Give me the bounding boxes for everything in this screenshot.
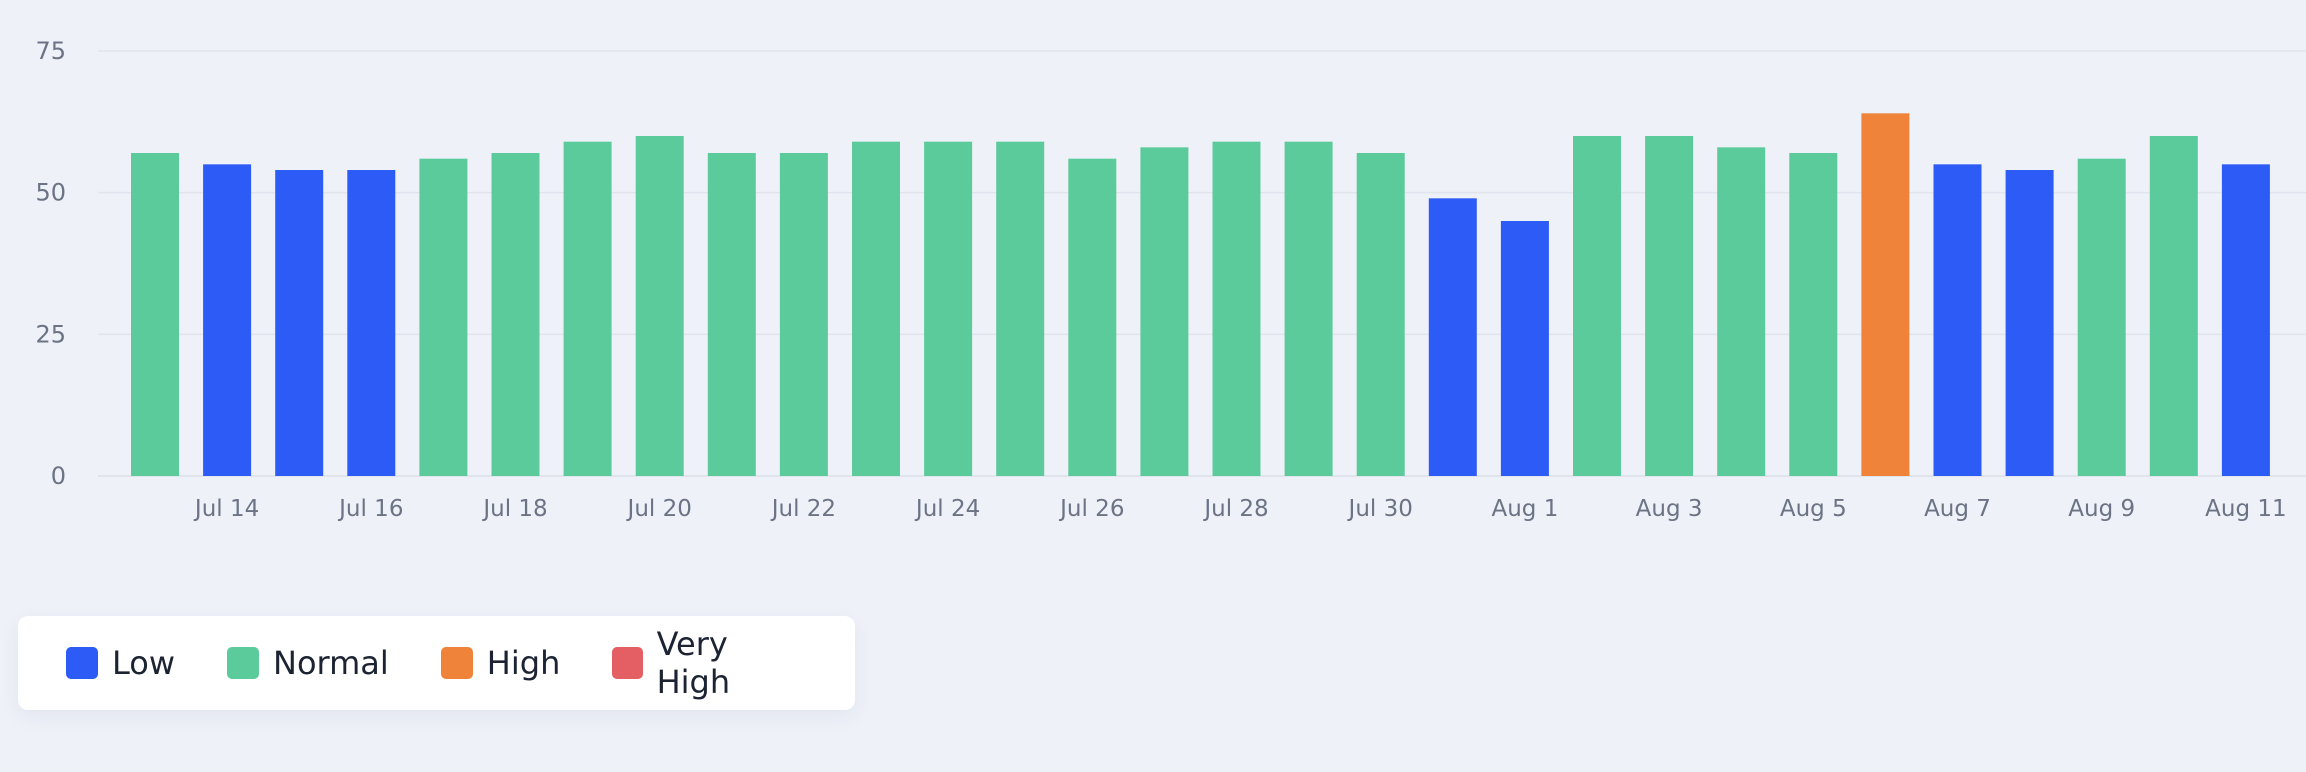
legend-label-normal: Normal bbox=[273, 644, 389, 682]
bar-aug-3[interactable] bbox=[1645, 136, 1694, 476]
bar-jul-22[interactable] bbox=[779, 153, 828, 476]
legend-swatch-high bbox=[440, 647, 473, 679]
bar-jul-30[interactable] bbox=[1356, 153, 1405, 476]
legend-swatch-very-high bbox=[612, 647, 643, 679]
x-tick-label: Aug 5 bbox=[1780, 496, 1847, 522]
x-tick-label: Aug 9 bbox=[2068, 496, 2135, 522]
y-tick-label: 50 bbox=[35, 179, 66, 207]
y-axis: 0 25 50 75 bbox=[35, 37, 66, 490]
bar-aug-9[interactable] bbox=[2077, 158, 2126, 476]
y-tick-label: 25 bbox=[35, 320, 66, 348]
x-tick-label: Jul 14 bbox=[193, 496, 259, 522]
legend-item-very-high[interactable]: Very High bbox=[612, 625, 803, 701]
x-tick-label: Jul 18 bbox=[481, 496, 547, 522]
x-tick-label: Jul 24 bbox=[914, 496, 980, 522]
legend-label-very-high: Very High bbox=[656, 625, 731, 701]
bar-jul-26[interactable] bbox=[1068, 158, 1117, 476]
legend-label-high: High bbox=[486, 644, 561, 682]
legend-item-high[interactable]: High bbox=[440, 644, 561, 682]
bar-aug-10[interactable] bbox=[2149, 136, 2198, 476]
x-tick-label: Jul 16 bbox=[337, 496, 403, 522]
bar-jul-13[interactable] bbox=[131, 153, 179, 476]
x-tick-label: Aug 3 bbox=[1636, 496, 1703, 522]
bar-jul-31[interactable] bbox=[1428, 198, 1477, 477]
bar-jul-18[interactable] bbox=[491, 153, 540, 476]
bar-layer bbox=[131, 113, 2270, 477]
x-tick-label: Aug 7 bbox=[1924, 496, 1991, 522]
bar-aug-11[interactable] bbox=[2221, 164, 2270, 477]
bar-jul-29[interactable] bbox=[1284, 141, 1333, 476]
y-tick-label: 0 bbox=[51, 462, 66, 490]
bar-aug-2[interactable] bbox=[1573, 136, 1621, 476]
y-tick-label: 75 bbox=[35, 37, 66, 65]
bar-jul-19[interactable] bbox=[563, 141, 612, 476]
bar-jul-15[interactable] bbox=[275, 170, 324, 476]
bar-jul-21[interactable] bbox=[707, 153, 756, 476]
bar-jul-28[interactable] bbox=[1212, 141, 1261, 476]
legend-swatch-normal bbox=[227, 647, 260, 679]
bar-aug-8[interactable] bbox=[2005, 170, 2054, 476]
legend-label-low: Low bbox=[112, 644, 176, 682]
bar-jul-27[interactable] bbox=[1140, 147, 1189, 477]
x-tick-label: Jul 28 bbox=[1202, 496, 1268, 522]
x-tick-label: Aug 1 bbox=[1491, 496, 1558, 522]
x-tick-label: Aug 11 bbox=[2205, 496, 2287, 522]
bar-jul-20[interactable] bbox=[635, 136, 684, 476]
bar-jul-24[interactable] bbox=[924, 141, 973, 476]
legend: Low Normal High Very High bbox=[18, 616, 855, 710]
legend-item-low[interactable]: Low bbox=[66, 644, 175, 682]
bar-jul-25[interactable] bbox=[996, 141, 1045, 476]
bar-jul-23[interactable] bbox=[852, 141, 900, 476]
legend-item-normal[interactable]: Normal bbox=[227, 644, 389, 682]
bar-jul-17[interactable] bbox=[419, 158, 468, 476]
bar-aug-4[interactable] bbox=[1717, 147, 1766, 477]
x-tick-label: Jul 20 bbox=[626, 496, 692, 522]
x-tick-label: Jul 30 bbox=[1347, 496, 1413, 522]
x-tick-label: Jul 22 bbox=[770, 496, 836, 522]
x-tick-label: Jul 26 bbox=[1058, 496, 1124, 522]
bar-aug-7[interactable] bbox=[1933, 164, 1982, 477]
bar-jul-14[interactable] bbox=[203, 164, 252, 477]
bar-jul-16[interactable] bbox=[347, 170, 396, 476]
bar-aug-1[interactable] bbox=[1500, 221, 1549, 476]
bar-aug-6[interactable] bbox=[1861, 113, 1910, 476]
legend-swatch-low bbox=[66, 647, 98, 679]
bar-aug-5[interactable] bbox=[1789, 153, 1838, 476]
x-axis: Jul 14 Jul 16 Jul 18 Jul 20 Jul 22 Jul 24 Jul … bbox=[193, 496, 2287, 522]
